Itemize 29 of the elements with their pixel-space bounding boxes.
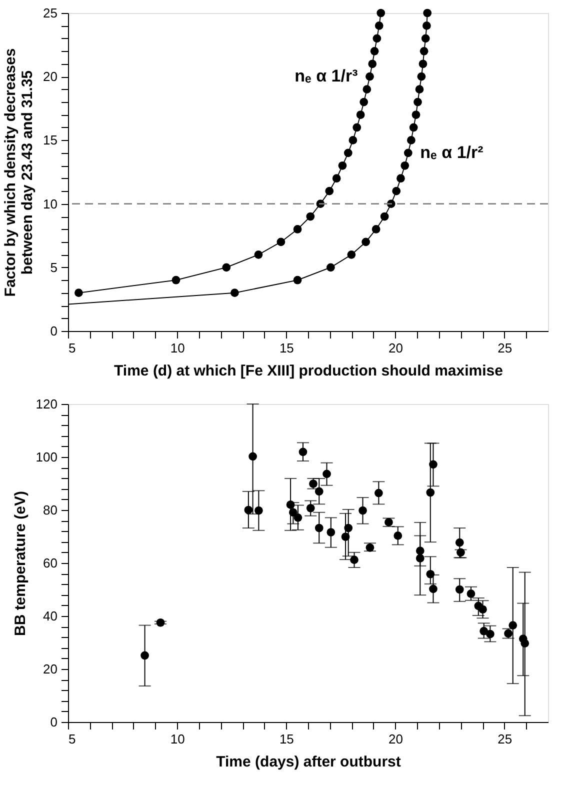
series-label: nₑ α 1/r²	[420, 142, 484, 162]
x-tick-label: 10	[170, 732, 185, 746]
x-tick-label: 5	[68, 732, 76, 746]
x-tick-label: 25	[498, 340, 512, 356]
y-tick-label: 120	[36, 396, 58, 412]
y-axis-title: BB temperature (eV)	[12, 490, 29, 636]
y-tick-label: 20	[43, 69, 58, 84]
x-tick-label: 20	[388, 732, 404, 746]
x-tick-label: 25	[498, 732, 512, 746]
x-tick-label: 15	[279, 340, 294, 356]
y-tick-label: 80	[43, 502, 58, 518]
y-tick-label: 0	[50, 714, 58, 730]
x-tick-label: 5	[68, 340, 76, 356]
x-tick-label: 10	[170, 340, 185, 356]
y-tick-label: 5	[50, 260, 58, 275]
series-label: nₑ α 1/r³	[294, 66, 358, 86]
y-tick-label: 25	[43, 6, 58, 20]
x-tick-label: 15	[279, 732, 294, 746]
y-tick-label: 10	[43, 196, 58, 212]
x-tick-label: 20	[388, 340, 404, 356]
y-tick-label: 20	[43, 662, 58, 676]
x-axis-title: Time (days) after outburst	[216, 754, 401, 770]
y-axis-title: Factor by which density decreases between day 23.43 and 31.35	[2, 48, 36, 297]
y-tick-label: 15	[43, 132, 58, 148]
y-tick-label: 100	[36, 450, 58, 464]
x-axis-title: Time (d) at which [Fe XIII] production should maximise	[114, 362, 503, 380]
y-tick-label: 60	[43, 556, 58, 570]
y-tick-label: 40	[43, 608, 58, 624]
y-tick-label: 0	[50, 324, 58, 338]
